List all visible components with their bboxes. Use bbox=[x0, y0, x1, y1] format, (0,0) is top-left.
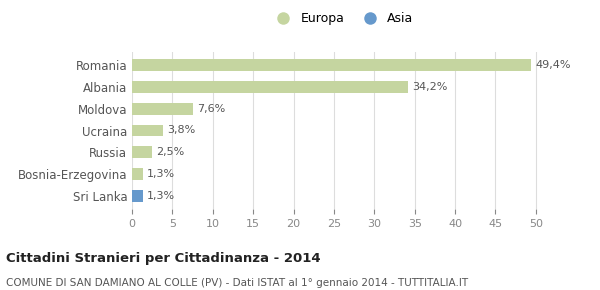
Text: COMUNE DI SAN DAMIANO AL COLLE (PV) - Dati ISTAT al 1° gennaio 2014 - TUTTITALIA: COMUNE DI SAN DAMIANO AL COLLE (PV) - Da… bbox=[6, 278, 468, 288]
Bar bbox=[132, 59, 531, 71]
Text: 34,2%: 34,2% bbox=[412, 82, 448, 92]
Text: 2,5%: 2,5% bbox=[156, 147, 184, 157]
Text: Cittadini Stranieri per Cittadinanza - 2014: Cittadini Stranieri per Cittadinanza - 2… bbox=[6, 252, 320, 265]
Bar bbox=[132, 124, 163, 137]
Bar bbox=[132, 168, 143, 180]
Bar bbox=[132, 190, 143, 202]
Bar bbox=[132, 81, 408, 93]
Bar bbox=[132, 103, 193, 115]
Text: 7,6%: 7,6% bbox=[197, 104, 226, 114]
Text: 1,3%: 1,3% bbox=[146, 191, 175, 201]
Text: 1,3%: 1,3% bbox=[146, 169, 175, 179]
Text: 49,4%: 49,4% bbox=[535, 60, 571, 70]
Legend: Europa, Asia: Europa, Asia bbox=[267, 8, 417, 29]
Text: 3,8%: 3,8% bbox=[167, 126, 195, 135]
Bar bbox=[132, 146, 152, 158]
